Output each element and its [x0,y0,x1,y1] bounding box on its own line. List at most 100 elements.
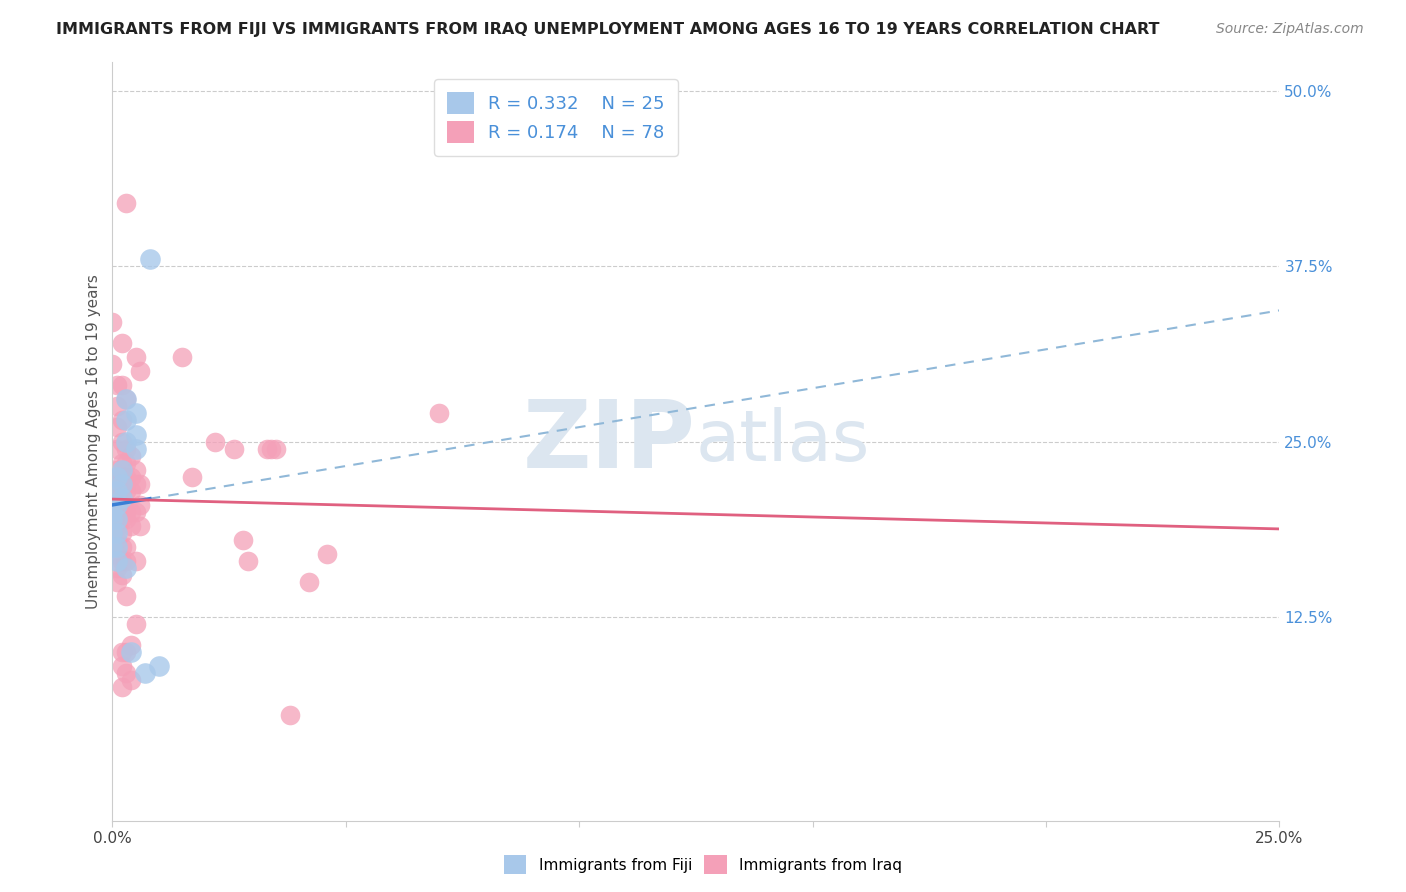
Point [278,708,301,723]
Point [129,476,152,491]
Point [111,540,134,554]
Point [115,666,138,681]
Point [115,540,138,554]
Point [105,505,128,519]
Point [105,400,128,414]
Point [111,462,134,476]
Point [115,512,138,526]
Point [125,407,148,421]
Point [115,505,138,519]
Point [120,469,142,483]
Point [105,525,128,540]
Point [101,315,124,329]
Point [115,554,138,568]
Point [115,469,138,483]
Point [111,336,134,351]
Point [111,483,134,498]
Point [111,434,134,449]
Point [115,561,138,575]
Point [111,469,134,483]
Point [105,442,128,456]
Point [111,512,134,526]
Legend: R = 0.332    N = 25, R = 0.174    N = 78: R = 0.332 N = 25, R = 0.174 N = 78 [434,79,678,155]
Point [105,547,128,561]
Point [120,645,142,659]
Text: Source: ZipAtlas.com: Source: ZipAtlas.com [1216,22,1364,37]
Point [120,449,142,463]
Legend: Immigrants from Fiji, Immigrants from Iraq: Immigrants from Fiji, Immigrants from Ir… [498,849,908,880]
Point [264,442,287,456]
Point [105,420,128,434]
Y-axis label: Unemployment Among Ages 16 to 19 years: Unemployment Among Ages 16 to 19 years [86,274,101,609]
Point [115,195,138,210]
Point [105,462,128,476]
Point [125,476,148,491]
Point [115,413,138,427]
Point [134,666,156,681]
Point [115,392,138,407]
Point [125,427,148,442]
Point [111,491,134,505]
Point [105,561,128,575]
Point [111,680,134,694]
Point [105,378,128,392]
Point [101,505,124,519]
Point [105,518,128,533]
Point [204,434,226,449]
Point [111,645,134,659]
Point [115,434,138,449]
Point [105,476,128,491]
Point [105,498,128,512]
Point [111,525,134,540]
Point [125,442,148,456]
Point [105,554,128,568]
Point [105,533,128,547]
Point [115,456,138,470]
Point [125,505,148,519]
Point [101,512,124,526]
Point [115,442,138,456]
Point [125,554,148,568]
Point [105,483,128,498]
Point [111,476,134,491]
Point [260,442,283,456]
Point [111,498,134,512]
Point [101,357,124,371]
Point [129,364,152,378]
Point [111,659,134,673]
Point [111,568,134,582]
Point [129,518,152,533]
Point [236,554,259,568]
Point [232,533,254,547]
Point [115,392,138,407]
Point [125,617,148,632]
Point [120,638,142,652]
Point [139,252,162,266]
Point [125,462,148,476]
Point [111,413,134,427]
Point [111,456,134,470]
Point [172,351,194,365]
Text: ZIP: ZIP [523,395,696,488]
Point [125,351,148,365]
Point [297,574,319,589]
Point [120,483,142,498]
Point [111,554,134,568]
Point [120,505,142,519]
Point [427,407,450,421]
Point [105,491,128,505]
Point [129,498,152,512]
Text: atlas: atlas [696,407,870,476]
Point [316,547,339,561]
Point [120,518,142,533]
Point [180,469,202,483]
Point [115,645,138,659]
Point [101,525,124,540]
Point [148,659,170,673]
Point [105,512,128,526]
Point [111,378,134,392]
Point [105,574,128,589]
Point [120,673,142,688]
Point [105,469,128,483]
Point [256,442,278,456]
